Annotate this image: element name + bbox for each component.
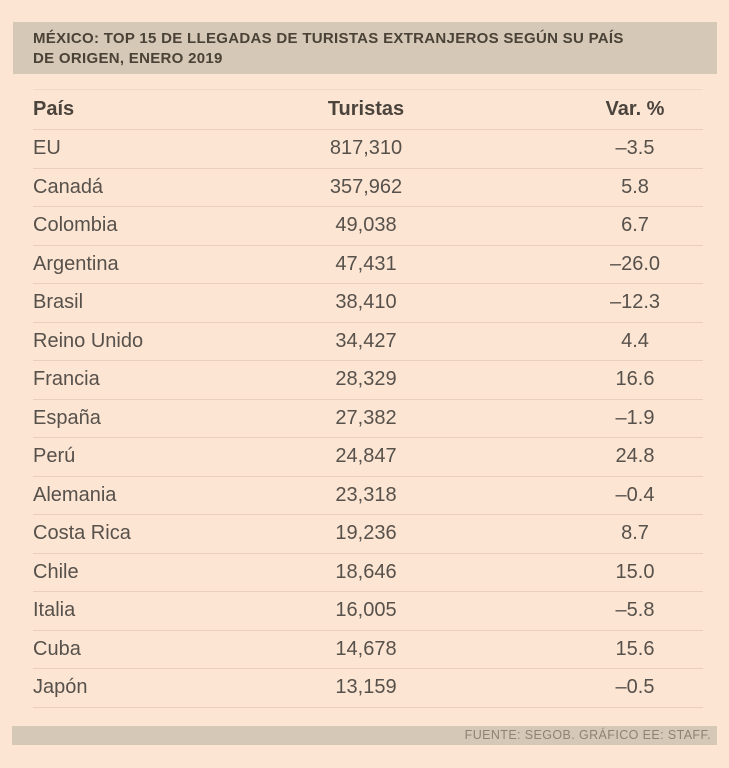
- country-cell: Colombia: [33, 214, 118, 237]
- country-cell: Reino Unido: [33, 329, 144, 352]
- country-cell: Italia: [33, 599, 76, 622]
- var-cell: 4.4: [621, 329, 649, 352]
- tourists-cell: 19,236: [335, 522, 397, 545]
- country-cell: Perú: [33, 445, 76, 468]
- tourists-cell: 47,431: [335, 252, 397, 275]
- tourists-cell: 34,427: [335, 329, 397, 352]
- tourists-table: País Turistas Var. % EU 817,310 –3.5 Can…: [33, 89, 703, 708]
- tourists-cell: 18,646: [335, 560, 397, 583]
- var-cell: –12.3: [609, 291, 661, 314]
- var-cell: 8.7: [621, 522, 649, 545]
- tourists-cell: 38,410: [335, 291, 397, 314]
- table-row: Colombia 49,038 6.7: [33, 207, 703, 246]
- var-cell: –26.0: [609, 252, 661, 275]
- table-row: Alemania 23,318 –0.4: [33, 477, 703, 515]
- table-header-row: País Turistas Var. %: [33, 89, 703, 130]
- table-row: EU 817,310 –3.5: [33, 130, 703, 169]
- chart-title-line-1: MÉXICO: TOP 15 DE LLEGADAS DE TURISTAS E…: [33, 30, 624, 47]
- tourists-cell: 24,847: [335, 445, 397, 468]
- tourists-cell: 28,329: [335, 368, 397, 391]
- var-cell: 5.8: [621, 175, 649, 198]
- table-row: España 27,382 –1.9: [33, 400, 703, 438]
- tourists-cell: 13,159: [335, 676, 397, 699]
- tourists-cell: 27,382: [335, 406, 397, 429]
- country-cell: Argentina: [33, 252, 119, 275]
- table-row: Italia 16,005 –5.8: [33, 592, 703, 631]
- tourists-cell: 14,678: [335, 637, 397, 660]
- column-header-var: Var. %: [605, 98, 665, 120]
- var-cell: 15.6: [615, 637, 655, 660]
- country-cell: España: [33, 406, 101, 429]
- tourists-cell: 49,038: [335, 214, 397, 237]
- var-cell: –3.5: [615, 137, 655, 160]
- table-row: Brasil 38,410 –12.3: [33, 284, 703, 323]
- country-cell: Japón: [33, 676, 88, 699]
- var-cell: –0.4: [615, 483, 655, 506]
- source-credit: FUENTE: SEGOB. GRÁFICO EE: STAFF.: [464, 728, 711, 742]
- chart-title-bar: MÉXICO: TOP 15 DE LLEGADAS DE TURISTAS E…: [13, 22, 717, 74]
- table-row: Costa Rica 19,236 8.7: [33, 515, 703, 554]
- table-row: Francia 28,329 16.6: [33, 361, 703, 400]
- var-cell: –5.8: [615, 599, 655, 622]
- table-row: Japón 13,159 –0.5: [33, 669, 703, 708]
- table-row: Perú 24,847 24.8: [33, 438, 703, 477]
- country-cell: Brasil: [33, 291, 84, 314]
- table-row: Chile 18,646 15.0: [33, 554, 703, 592]
- var-cell: –0.5: [615, 676, 655, 699]
- chart-title-line-2: DE ORIGEN, ENERO 2019: [33, 50, 223, 67]
- table-row: Reino Unido 34,427 4.4: [33, 323, 703, 361]
- country-cell: Costa Rica: [33, 522, 131, 545]
- tourists-cell: 23,318: [335, 483, 397, 506]
- country-cell: Alemania: [33, 483, 117, 506]
- var-cell: 24.8: [615, 445, 655, 468]
- tourists-cell: 817,310: [329, 137, 403, 160]
- var-cell: 15.0: [615, 560, 655, 583]
- column-header-turistas: Turistas: [327, 98, 405, 120]
- var-cell: 6.7: [621, 214, 649, 237]
- country-cell: Cuba: [33, 637, 81, 660]
- country-cell: Chile: [33, 560, 79, 583]
- var-cell: –1.9: [615, 406, 655, 429]
- country-cell: EU: [33, 137, 61, 160]
- country-cell: Canadá: [33, 175, 104, 198]
- table-row: Cuba 14,678 15.6: [33, 631, 703, 669]
- tourists-cell: 16,005: [335, 599, 397, 622]
- column-header-pais: País: [33, 98, 75, 120]
- tourists-cell: 357,962: [329, 175, 403, 198]
- table-row: Argentina 47,431 –26.0: [33, 246, 703, 284]
- var-cell: 16.6: [615, 368, 655, 391]
- source-bar: FUENTE: SEGOB. GRÁFICO EE: STAFF.: [12, 726, 717, 745]
- country-cell: Francia: [33, 368, 100, 391]
- table-row: Canadá 357,962 5.8: [33, 169, 703, 207]
